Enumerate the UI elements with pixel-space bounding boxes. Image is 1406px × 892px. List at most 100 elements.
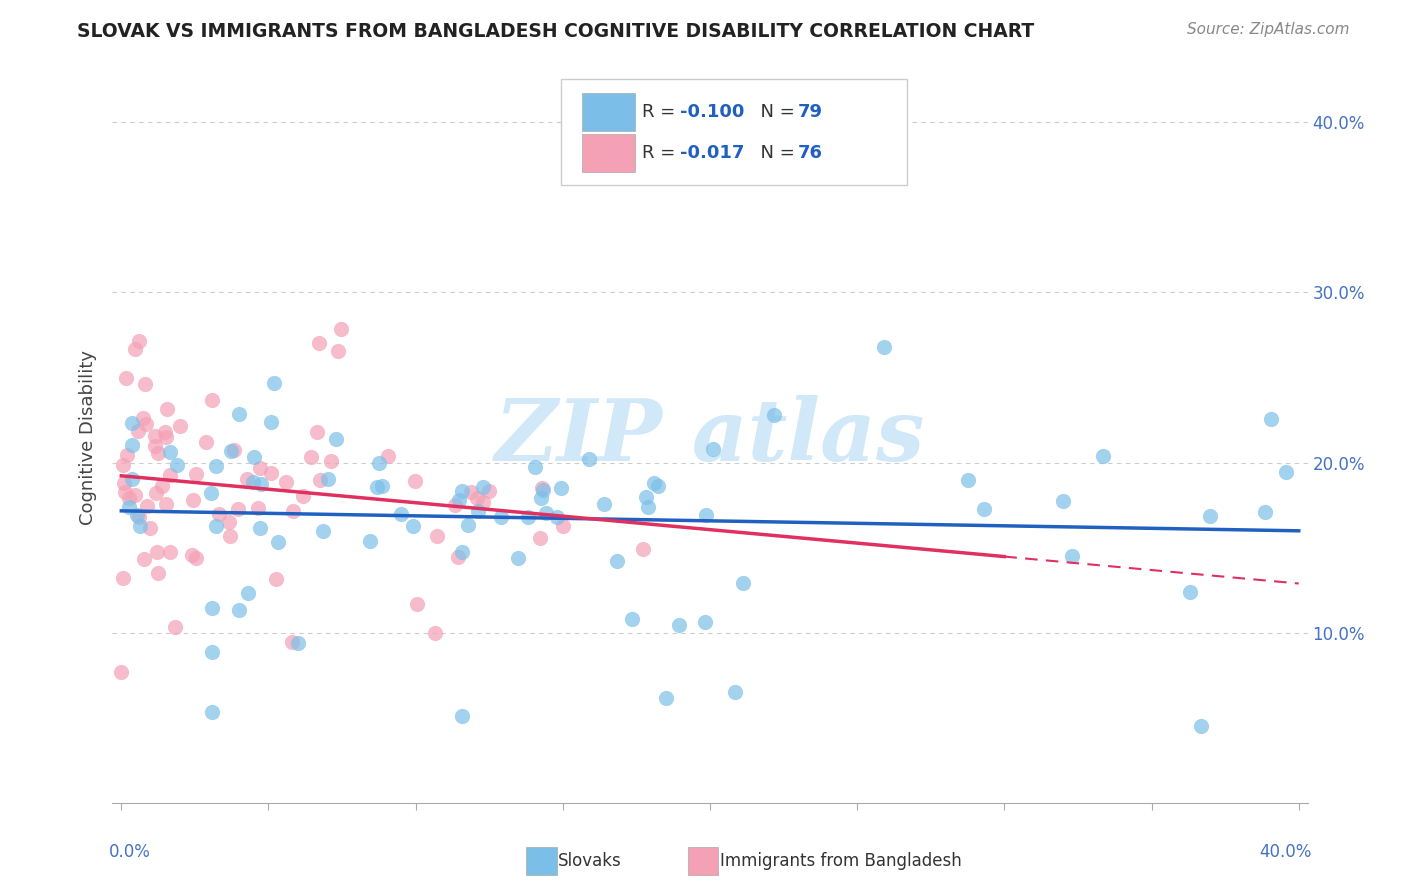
Point [132, 552, 155, 566]
Point [159, 467, 181, 482]
Point [621, 612, 644, 626]
Point [143, 439, 166, 453]
Point [243, 450, 266, 464]
Point [308, 336, 330, 351]
Text: R =: R = [643, 144, 681, 161]
Point [530, 481, 553, 495]
Text: N =: N = [749, 144, 801, 161]
Point [246, 501, 269, 516]
Text: Slovaks: Slovaks [558, 852, 621, 870]
Text: 79: 79 [797, 103, 823, 121]
Point [531, 483, 554, 497]
Point [668, 618, 690, 632]
Point [605, 554, 627, 568]
Point [124, 342, 146, 356]
Point [457, 518, 479, 533]
Point [205, 519, 228, 533]
Point [444, 498, 467, 512]
Point [121, 416, 143, 430]
Point [447, 550, 470, 565]
Point [150, 479, 173, 493]
Point [281, 503, 304, 517]
Point [132, 411, 155, 425]
Point [592, 497, 614, 511]
Point [1274, 465, 1296, 479]
Point [148, 446, 170, 460]
Text: SLOVAK VS IMMIGRANTS FROM BANGLADESH COGNITIVE DISABILITY CORRELATION CHART: SLOVAK VS IMMIGRANTS FROM BANGLADESH COG… [77, 22, 1035, 41]
Point [201, 600, 224, 615]
Point [146, 566, 169, 581]
Point [249, 460, 271, 475]
Point [121, 472, 143, 486]
Point [112, 476, 135, 491]
Point [451, 709, 474, 723]
Point [695, 508, 717, 522]
Point [305, 425, 328, 439]
Point [517, 509, 540, 524]
Point [724, 685, 747, 699]
Point [973, 501, 995, 516]
Point [637, 500, 659, 515]
Point [115, 371, 138, 385]
Point [472, 480, 495, 494]
Text: -0.100: -0.100 [681, 103, 745, 121]
Point [406, 597, 429, 611]
Point [426, 529, 449, 543]
Point [200, 486, 222, 500]
Point [1199, 509, 1222, 524]
Point [578, 452, 600, 467]
Point [219, 529, 242, 543]
Point [633, 542, 655, 557]
Point [329, 322, 352, 336]
Point [228, 407, 250, 421]
Text: -0.017: -0.017 [681, 144, 745, 161]
Point [263, 376, 285, 391]
Point [1091, 449, 1114, 463]
Point [377, 450, 399, 464]
Point [219, 444, 242, 458]
Point [404, 475, 426, 489]
Point [235, 472, 257, 486]
Point [291, 489, 314, 503]
Point [389, 507, 412, 521]
Point [128, 334, 150, 348]
Point [957, 474, 980, 488]
Point [550, 481, 572, 495]
Point [121, 438, 143, 452]
Point [1052, 493, 1074, 508]
Point [236, 586, 259, 600]
Point [733, 576, 755, 591]
Point [166, 458, 188, 473]
Point [312, 524, 335, 538]
Point [143, 429, 166, 443]
Point [276, 475, 298, 489]
Point [423, 626, 446, 640]
Point [169, 419, 191, 434]
Point [127, 508, 149, 522]
Point [114, 485, 136, 500]
Point [366, 480, 388, 494]
Point [449, 493, 471, 508]
Point [156, 402, 179, 417]
Point [654, 691, 676, 706]
Point [201, 645, 224, 659]
Point [155, 430, 177, 444]
Point [1178, 584, 1201, 599]
Point [451, 545, 474, 559]
Point [155, 425, 177, 439]
Point [186, 467, 208, 481]
Point [218, 515, 240, 529]
Point [201, 393, 224, 408]
Point [368, 456, 391, 470]
Point [146, 545, 169, 559]
Point [643, 476, 665, 491]
Point [242, 475, 264, 490]
FancyBboxPatch shape [582, 134, 634, 171]
Text: ZIP atlas: ZIP atlas [495, 395, 925, 479]
Point [155, 497, 177, 511]
Point [249, 521, 271, 535]
Point [128, 510, 150, 524]
Point [551, 519, 574, 533]
Point [319, 454, 342, 468]
Point [326, 344, 349, 359]
